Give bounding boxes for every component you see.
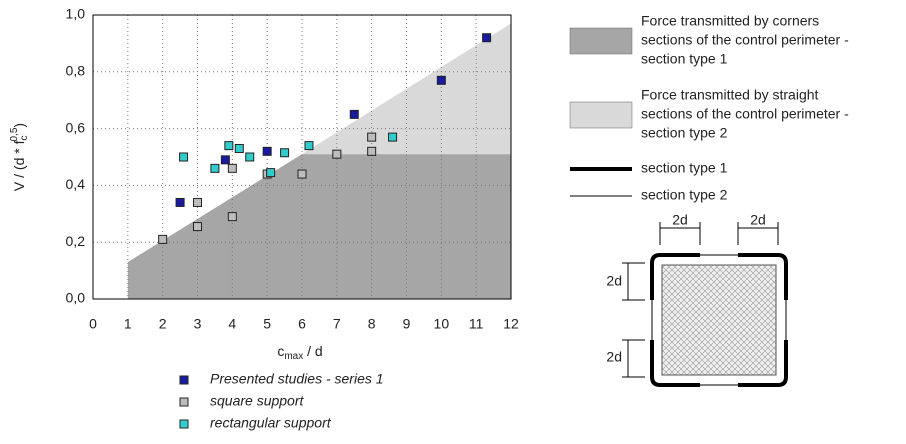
- x-tick-label: 11: [469, 316, 484, 332]
- y-tick-label: 0,4: [66, 176, 86, 192]
- x-tick-label: 2: [159, 316, 167, 332]
- y-tick-label: 0,8: [66, 63, 86, 79]
- point: [158, 234, 168, 244]
- point: [245, 152, 255, 162]
- x-tick-label: 0: [89, 316, 97, 332]
- y-tick-label: 0,2: [66, 233, 86, 249]
- point: [262, 146, 272, 156]
- legend-label: section type 2: [641, 125, 728, 141]
- x-tick-label: 3: [194, 316, 202, 332]
- section-diagram: 2d 2d 2d 2d: [606, 212, 788, 387]
- x-tick-label: 10: [434, 316, 450, 332]
- point: [227, 212, 237, 222]
- point: [332, 149, 342, 159]
- corner-sections: [650, 253, 788, 387]
- x-tick-label: 7: [333, 316, 341, 332]
- point: [227, 163, 237, 173]
- point: [280, 148, 290, 158]
- legend-label: sections of the control perimeter -: [641, 32, 849, 48]
- legend-label: square support: [210, 393, 305, 409]
- dimension-label: 2d: [606, 349, 622, 365]
- legend-label: Force transmitted by corners: [641, 13, 819, 29]
- x-tick-label: 9: [403, 316, 411, 332]
- y-tick-label: 0,0: [66, 290, 86, 306]
- area: [302, 23, 511, 155]
- point: [224, 141, 234, 151]
- x-tick-label: 8: [368, 316, 376, 332]
- legend-marker: [179, 375, 189, 385]
- point: [436, 75, 446, 85]
- area: [127, 154, 511, 299]
- dimension-label: 2d: [750, 212, 766, 228]
- legend-label: section type 1: [641, 160, 728, 176]
- x-tick-label: 1: [124, 316, 132, 332]
- point: [349, 109, 359, 119]
- y-axis-label: V / (d * fc0,5): [9, 123, 30, 191]
- support: [661, 264, 777, 376]
- dimension-lines: [622, 222, 779, 378]
- point: [297, 169, 307, 179]
- x-tick-label: 6: [298, 316, 306, 332]
- point: [482, 33, 492, 43]
- legend-label: Presented studies - series 1: [210, 371, 384, 387]
- dimension-label: 2d: [672, 212, 688, 228]
- x-tick-label: 5: [263, 316, 271, 332]
- point: [220, 155, 230, 165]
- legend-label: Force transmitted by straight: [641, 87, 819, 103]
- x-tick-label: 4: [228, 316, 236, 332]
- legend-label: section type 1: [641, 51, 728, 67]
- point: [266, 168, 276, 178]
- point: [367, 132, 377, 142]
- control-perimeter: [651, 254, 787, 386]
- point: [175, 197, 185, 207]
- point: [367, 146, 377, 156]
- legend-swatch: [569, 27, 633, 55]
- point: [179, 152, 189, 162]
- point: [193, 197, 202, 207]
- legend-label: sections of the control perimeter -: [641, 106, 849, 122]
- legend-marker: [179, 419, 189, 429]
- legend-label: section type 2: [641, 187, 728, 203]
- y-tick-label: 1,0: [66, 6, 86, 22]
- y-tick-label: 0,6: [66, 119, 86, 135]
- x-axis-label: cmax / d: [277, 343, 322, 362]
- point: [210, 163, 220, 173]
- point: [304, 141, 314, 151]
- dimension-label: 2d: [606, 273, 622, 289]
- point: [234, 143, 244, 153]
- x-tick-label: 12: [503, 316, 519, 332]
- legend-swatch: [569, 101, 633, 129]
- legend-label: rectangular support: [210, 415, 332, 431]
- legend-marker: [179, 397, 189, 407]
- point: [193, 222, 202, 232]
- plot-frame: [92, 14, 512, 300]
- point: [388, 132, 398, 142]
